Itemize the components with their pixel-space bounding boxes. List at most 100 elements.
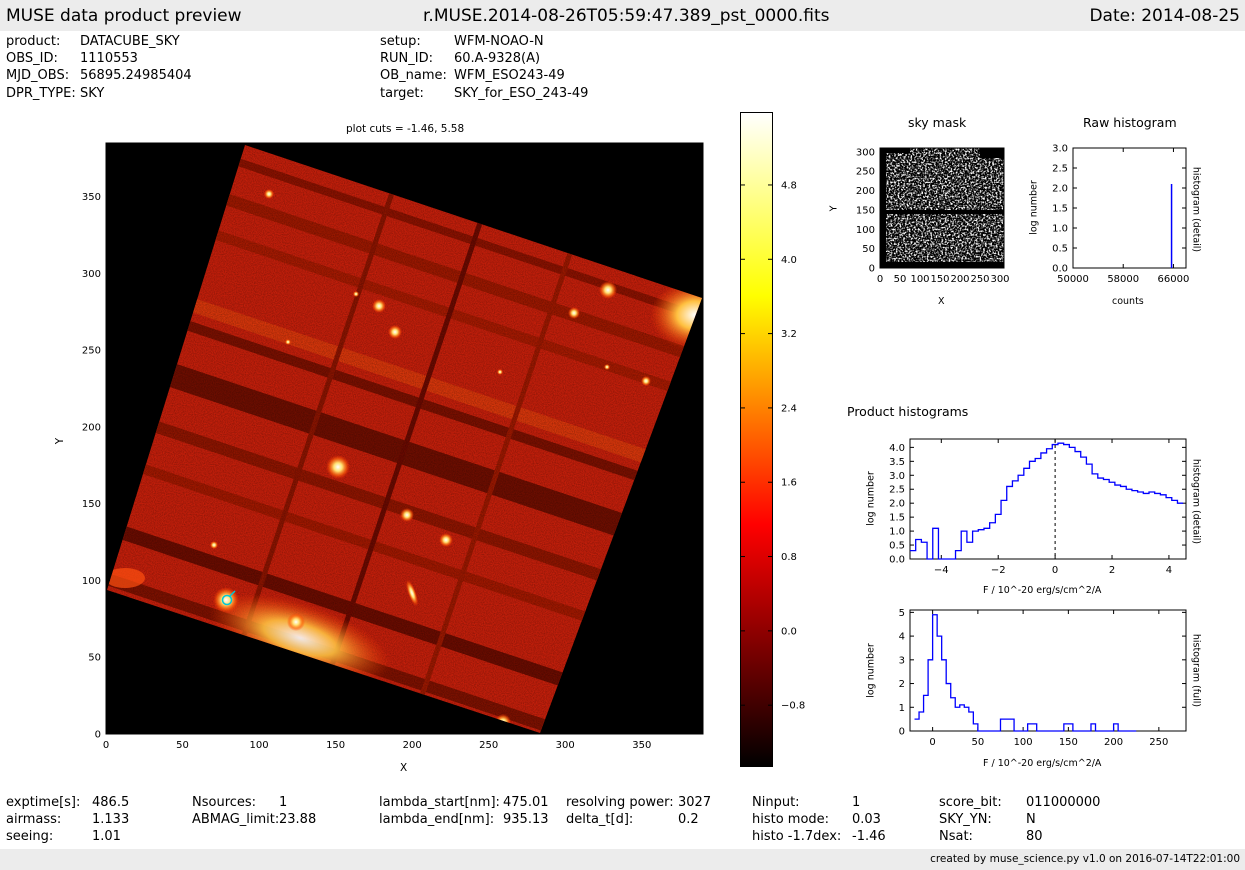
full-hist-line — [914, 614, 1137, 732]
detail-hist-xlabel: F / 10^-20 erg/s/cm^2/A — [983, 585, 1102, 596]
y-tick-label: 100 — [856, 225, 875, 236]
x-tick-label: 0 — [1052, 565, 1058, 576]
x-tick-label: 100 — [910, 274, 929, 285]
x-tick-label: 150 — [930, 274, 949, 285]
x-tick-label: 50 — [894, 274, 907, 285]
meta-key: OB_name: — [380, 68, 447, 83]
detail-hist-line — [910, 442, 1184, 560]
stat-key: Nsat: — [939, 829, 973, 844]
y-tick-label: 50 — [862, 244, 875, 255]
colorbar-tick-label: 0.8 — [781, 552, 797, 563]
x-tick-label: 0 — [929, 737, 935, 748]
colorbar-tick-label: −0.8 — [781, 701, 805, 712]
sky-mask-xlabel: X — [938, 296, 945, 307]
stat-value: 0.2 — [678, 812, 699, 827]
stat-value: N — [1026, 812, 1036, 827]
observation-date: Date: 2014-08-25 — [1089, 6, 1240, 26]
sky-mask-title: sky mask — [908, 115, 967, 130]
image-title: plot cuts = -1.46, 5.58 — [346, 123, 465, 135]
y-tick-label: 250 — [82, 346, 101, 357]
y-tick-label: 3.0 — [889, 471, 905, 482]
full-hist-panel: 0 50 100 150 200 250 0 1 2 3 4 5 — [899, 608, 1187, 748]
meta-value: DATACUBE_SKY — [80, 34, 180, 49]
raw-hist-xlabel: counts — [1112, 296, 1144, 307]
footer-bar — [0, 849, 1245, 870]
stat-value: 1.01 — [92, 829, 121, 844]
x-tick-label: 100 — [250, 740, 269, 751]
y-tick-label: 2.0 — [1052, 184, 1068, 195]
y-tick-label: 2.5 — [889, 485, 905, 496]
footer-credit: created by muse_science.py v1.0 on 2016-… — [930, 853, 1240, 865]
image-xlabel: X — [400, 762, 408, 774]
detail-hist-right-label: histogram (detail) — [1190, 458, 1202, 545]
image-panel: 0 50 100 150 200 250 300 350 0 50 100 150 200 250 300 3… — [82, 142, 704, 751]
x-tick-label: −2 — [991, 565, 1006, 576]
meta-value: SKY_for_ESO_243-49 — [454, 86, 589, 101]
stat-value: 1.133 — [92, 812, 130, 827]
image-axes: 0 50 100 150 200 250 300 350 0 50 100 150 200 250 300 3… — [82, 142, 704, 751]
x-tick-label: 50 — [176, 740, 189, 751]
y-tick-label: 1.0 — [889, 527, 905, 538]
meta-value: WFM_ESO243-49 — [454, 68, 565, 83]
raw-hist-title: Raw histogram — [1083, 115, 1177, 130]
detail-hist-ylabel: log number — [865, 471, 877, 526]
x-tick-label: 200 — [1104, 737, 1123, 748]
full-hist-ylabel: log number — [865, 643, 877, 698]
x-tick-label: 150 — [326, 740, 345, 751]
meta-key: target: — [380, 86, 424, 101]
meta-value: 56895.24985404 — [80, 68, 192, 83]
meta-value: SKY — [80, 86, 105, 101]
x-tick-label: 0 — [877, 274, 883, 285]
x-tick-label: 200 — [950, 274, 969, 285]
stat-key: Ninput: — [752, 795, 800, 810]
meta-key: setup: — [380, 34, 421, 49]
x-tick-label: 300 — [990, 274, 1009, 285]
y-tick-label: 0.0 — [889, 555, 905, 566]
y-tick-label: 1 — [899, 703, 905, 714]
y-tick-label: 200 — [82, 422, 101, 433]
image-ylabel: Y — [54, 437, 67, 445]
raw-hist-ylabel: log number — [1028, 180, 1040, 235]
meta-key: MJD_OBS: — [6, 68, 70, 83]
stat-key: seeing: — [6, 829, 54, 844]
plot-frame — [909, 438, 1187, 560]
detail-hist-panel: −4 −2 0 2 4 0.0 0.5 1.0 1.5 2.0 2.5 3.0 3.5 4.0 — [889, 438, 1187, 576]
header-bar — [0, 0, 1245, 31]
colorbar-tick-label: 4.8 — [781, 180, 797, 191]
y-tick-label: 0 — [869, 264, 875, 275]
stat-value: 486.5 — [92, 795, 130, 810]
meta-key: product: — [6, 34, 61, 49]
x-tick-label: 50 — [972, 737, 985, 748]
y-tick-label: 200 — [856, 186, 875, 197]
y-tick-label: 0 — [899, 727, 905, 738]
stat-key: ABMAG_limit: — [192, 812, 280, 827]
x-tick-label: 300 — [556, 740, 575, 751]
x-tick-label: 100 — [1014, 737, 1033, 748]
stat-value: 1 — [279, 795, 288, 810]
plot-frame — [105, 142, 704, 735]
x-tick-label: 150 — [1059, 737, 1078, 748]
x-tick-label: 250 — [970, 274, 989, 285]
stat-value: -1.46 — [852, 829, 886, 844]
sky-mask-ylabel: Y — [828, 205, 840, 212]
stat-key: delta_t[d]: — [566, 812, 634, 827]
product-hists-title: Product histograms — [847, 404, 969, 419]
page-title: MUSE data product preview — [6, 6, 242, 26]
y-tick-label: 0.0 — [1052, 264, 1068, 275]
stat-key: SKY_YN: — [939, 812, 992, 827]
target-marker — [221, 590, 236, 606]
meta-value: 1110553 — [80, 51, 138, 66]
meta-key: DPR_TYPE: — [6, 86, 76, 101]
meta-value: WFM-NOAO-N — [454, 34, 544, 49]
y-tick-label: 4.0 — [889, 443, 905, 454]
colorbar-tick-label: 1.6 — [781, 478, 797, 489]
stat-key: airmass: — [6, 812, 62, 827]
x-tick-label: 66000 — [1158, 274, 1190, 285]
stat-value: 935.13 — [503, 812, 549, 827]
full-hist-right-label: histogram (full) — [1190, 633, 1202, 708]
stat-value: 475.01 — [503, 795, 549, 810]
stat-key: lambda_end[nm]: — [379, 812, 495, 827]
y-tick-label: 1.5 — [1052, 204, 1068, 215]
plot-frame — [1072, 147, 1187, 269]
meta-key: OBS_ID: — [6, 51, 58, 66]
